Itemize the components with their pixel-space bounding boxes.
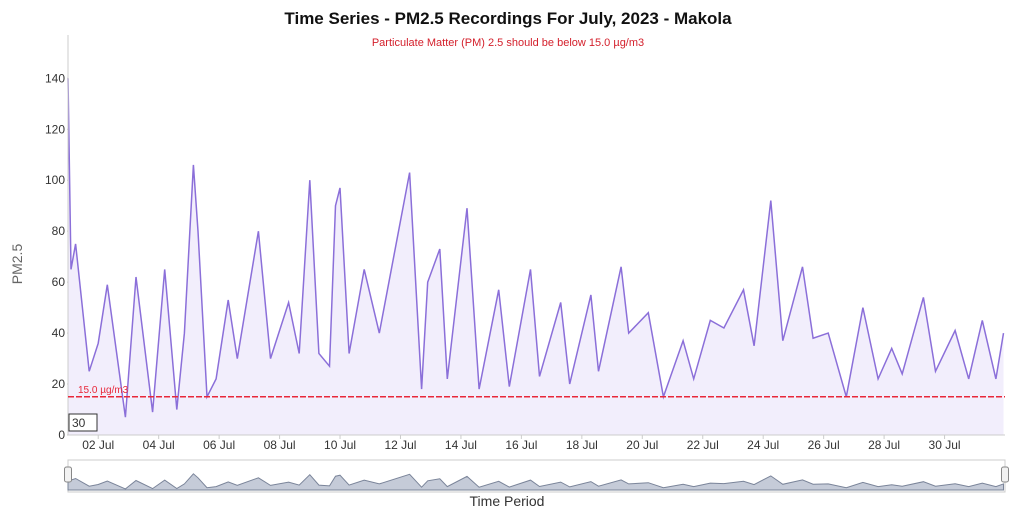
x-tick-label: 16 Jul	[505, 438, 537, 452]
y-tick-label: 20	[52, 377, 66, 391]
x-tick-label: 26 Jul	[808, 438, 840, 452]
x-tick-label: 12 Jul	[384, 438, 416, 452]
y-tick-label: 60	[52, 275, 66, 289]
x-tick-label: 24 Jul	[747, 438, 779, 452]
x-tick-label: 20 Jul	[626, 438, 658, 452]
x-tick-label: 14 Jul	[445, 438, 477, 452]
navigator-area	[67, 468, 1005, 491]
y-tick-label: 40	[52, 326, 66, 340]
x-tick-label: 04 Jul	[143, 438, 175, 452]
area	[68, 78, 1004, 436]
x-tick-label: 18 Jul	[566, 438, 598, 452]
y-tick-label: 120	[45, 122, 65, 136]
x-tick-label: 08 Jul	[264, 438, 296, 452]
x-tick-label: 22 Jul	[687, 438, 719, 452]
x-tick-label: 28 Jul	[868, 438, 900, 452]
y-tick-label: 0	[58, 428, 65, 442]
x-tick-label: 10 Jul	[324, 438, 356, 452]
x-tick-label: 02 Jul	[82, 438, 114, 452]
y-tick-label: 140	[45, 71, 65, 85]
navigator-handle[interactable]	[1001, 466, 1009, 483]
chart-subtitle: Particulate Matter (PM) 2.5 should be be…	[372, 37, 644, 49]
y-tick-label: 100	[45, 173, 65, 187]
x-tick-label: 06 Jul	[203, 438, 235, 452]
x-tick-label: 30 Jul	[929, 438, 961, 452]
range-input-box[interactable]	[68, 413, 98, 432]
chart-title: Time Series - PM2.5 Recordings For July,…	[284, 9, 732, 28]
y-tick-label: 80	[52, 224, 66, 238]
y-axis-label: PM2.5	[9, 244, 25, 285]
range-input[interactable]: 30	[72, 416, 86, 430]
x-axis-label: Time Period	[470, 493, 545, 509]
line	[67, 78, 1005, 418]
threshold-label: 15.0 µg/m3	[78, 385, 129, 396]
navigator-handle[interactable]	[64, 466, 72, 483]
